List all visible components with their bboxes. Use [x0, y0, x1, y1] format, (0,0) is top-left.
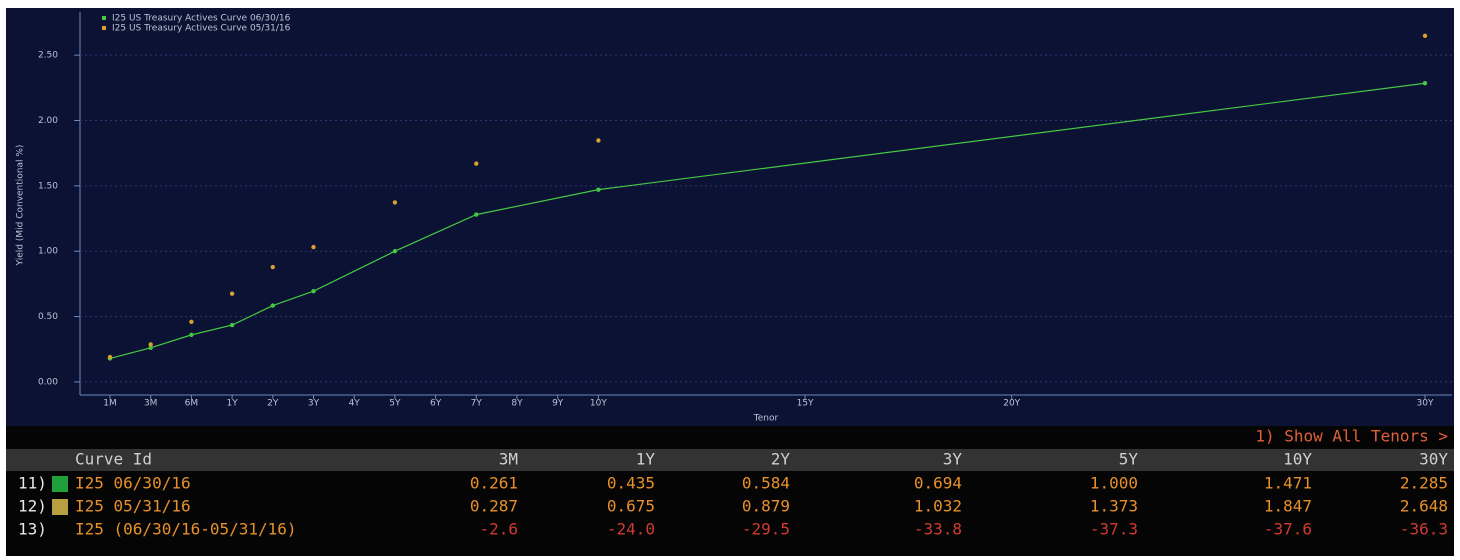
table-cell: 1.847 — [1264, 497, 1312, 516]
series-line — [109, 82, 1426, 359]
x-tick-label: 4Y — [349, 399, 361, 409]
x-tick-label: 3Y — [308, 399, 320, 409]
data-point — [311, 244, 316, 250]
row-swatch — [52, 499, 68, 515]
curve-id[interactable]: I25 06/30/16 — [75, 474, 191, 493]
table-header: 2Y — [771, 450, 791, 469]
x-axis-label: Tenor — [753, 414, 779, 424]
curve-id[interactable]: I25 05/31/16 — [75, 497, 191, 516]
table-background — [6, 426, 1454, 556]
table-header: 3Y — [943, 450, 963, 469]
table-cell: -29.5 — [742, 520, 790, 539]
table-cell: -33.8 — [914, 520, 962, 539]
data-point — [229, 291, 235, 296]
table-cell: 0.879 — [742, 497, 790, 516]
table-header: 30Y — [1419, 450, 1448, 469]
data-point — [1422, 33, 1428, 38]
x-tick-label: 3M — [144, 399, 158, 409]
table-cell: -2.6 — [479, 520, 518, 539]
x-tick-label: 2Y — [267, 399, 279, 409]
table-cell: 0.287 — [470, 497, 518, 516]
y-tick-label: 2.00 — [38, 116, 58, 126]
legend-swatch — [102, 16, 106, 20]
x-tick-label: 1M — [103, 399, 117, 409]
data-point — [596, 187, 601, 192]
x-tick-label: 1Y — [226, 399, 238, 409]
row-index: 13) — [18, 520, 47, 539]
x-tick-label: 10Y — [590, 399, 607, 409]
x-tick-label: 15Y — [797, 399, 814, 409]
table-header: 1Y — [636, 450, 656, 469]
data-point — [107, 354, 113, 360]
y-tick-label: 0.50 — [38, 312, 58, 322]
table-cell: -37.6 — [1264, 520, 1312, 539]
data-point — [270, 303, 275, 308]
x-tick-label: 9Y — [552, 399, 564, 409]
x-tick-label: 8Y — [511, 399, 523, 409]
table-header: 3M — [499, 450, 518, 469]
x-tick-label: 20Y — [1003, 399, 1020, 409]
y-tick-label: 1.00 — [38, 247, 58, 257]
data-point — [148, 345, 153, 351]
table-cell: 0.675 — [607, 497, 655, 516]
data-point — [229, 322, 235, 328]
x-tick-label: 6M — [185, 399, 199, 409]
curve-id[interactable]: I25 (06/30/16-05/31/16) — [75, 520, 297, 539]
table-cell: 2.285 — [1400, 474, 1448, 493]
row-index: 12) — [18, 497, 47, 516]
data-point — [474, 161, 479, 166]
table-cell: 0.261 — [470, 474, 518, 493]
table-cell: -24.0 — [607, 520, 655, 539]
x-tick-label: 7Y — [471, 399, 483, 409]
x-tick-label: 6Y — [430, 399, 442, 409]
table-cell: 0.694 — [914, 474, 962, 493]
y-tick-label: 1.50 — [38, 181, 58, 191]
table-cell: 2.648 — [1400, 497, 1448, 516]
legend-label: I25 US Treasury Actives Curve 05/31/16 — [112, 24, 291, 34]
y-tick-label: 0.00 — [38, 377, 58, 387]
y-axis-label: Yield (Mid Conventional %) — [16, 145, 26, 267]
data-point — [311, 289, 316, 294]
y-tick-label: 2.50 — [38, 51, 58, 61]
table-cell: 1.000 — [1090, 474, 1138, 493]
legend-label: I25 US Treasury Actives Curve 06/30/16 — [112, 14, 291, 24]
data-point — [392, 200, 398, 205]
table-cell: 1.032 — [914, 497, 962, 516]
data-point — [148, 342, 153, 347]
table-cell: 1.373 — [1090, 497, 1138, 516]
data-point — [1422, 81, 1428, 86]
legend-swatch — [102, 26, 106, 30]
data-point — [189, 332, 194, 338]
data-point — [392, 249, 398, 254]
table-cell: -36.3 — [1400, 520, 1448, 539]
table-cell: 0.435 — [607, 474, 655, 493]
x-tick-label: 5Y — [389, 399, 401, 409]
table-cell: -37.3 — [1090, 520, 1138, 539]
data-point — [270, 264, 275, 270]
chart-background — [6, 8, 1454, 426]
table-cell: 0.584 — [742, 474, 790, 493]
table-header: 10Y — [1283, 450, 1312, 469]
show-all-tenors-link[interactable]: 1) Show All Tenors > — [1255, 427, 1448, 446]
data-point — [474, 212, 479, 217]
row-index: 11) — [18, 474, 47, 493]
table-header: 5Y — [1119, 450, 1139, 469]
data-point — [189, 319, 194, 324]
row-swatch — [52, 476, 68, 492]
x-tick-label: 30Y — [1417, 399, 1434, 409]
table-header: Curve Id — [75, 450, 152, 469]
table-header-background — [6, 449, 1454, 471]
table-cell: 1.471 — [1264, 474, 1312, 493]
data-point — [596, 138, 601, 143]
